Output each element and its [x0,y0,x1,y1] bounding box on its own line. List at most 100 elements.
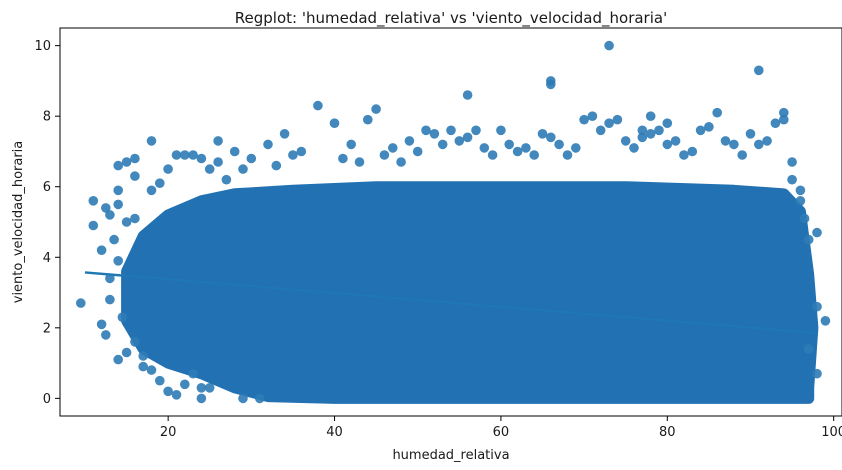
y-tick-label: 2 [43,321,51,336]
scatter-point [146,185,157,196]
scatter-point [454,136,465,146]
scatter-point [637,125,648,136]
scatter-point [803,234,814,245]
scatter-point [496,125,506,136]
scatter-point [795,185,806,196]
scatter-point [388,143,398,153]
scatter-point [754,65,764,76]
scatter-point [529,150,539,160]
scatter-point [462,90,473,100]
scatter-point [246,153,257,164]
x-axis-label: humedad_relativa [392,448,509,463]
scatter-point [662,118,673,128]
scatter-point [537,129,548,139]
x-tick-label: 80 [659,425,676,440]
scatter-point [429,129,440,139]
scatter-point [88,220,99,231]
x-tick-label: 40 [326,425,343,440]
scatter-point [101,330,111,340]
scatter-point [229,146,240,157]
y-tick-label: 6 [43,180,51,195]
scatter-point [554,139,564,150]
scatter-point [363,114,373,125]
scatter-point [720,136,731,146]
scatter-point [288,150,298,160]
scatter-point [803,344,814,354]
scatter-point [595,125,606,136]
scatter-point [770,118,781,128]
scatter-point [113,199,123,210]
scatter-point [629,143,639,153]
x-tick-label: 60 [493,425,510,440]
y-tick-label: 10 [34,39,51,54]
scatter-point [687,146,698,157]
scatter-point [117,312,128,323]
scatter-point [263,139,273,150]
scatter-point [487,150,498,160]
scatter-point [171,150,182,160]
scatter-point [105,294,115,305]
scatter-point [254,393,265,404]
scatter-point [737,150,747,160]
scatter-point [130,171,140,181]
scatter-point [587,111,598,121]
scatter-point [88,196,99,206]
scatter-point [354,157,365,167]
scatter-point [221,174,232,185]
scatter-point [654,125,664,136]
plot-area [76,40,831,404]
scatter-point [329,118,340,128]
scatter-point [745,129,756,139]
scatter-point [196,393,207,404]
scatter-point [712,107,722,118]
y-tick-label: 0 [43,392,51,407]
scatter-point [446,125,456,136]
scatter-point [204,164,215,174]
scatter-point [812,227,822,238]
scatter-point [795,196,806,206]
scatter-point [121,347,132,358]
scatter-point [412,146,423,157]
scatter-point [101,203,111,213]
scatter-point [704,122,714,132]
scatter-point [670,136,681,146]
axes-frame [59,27,842,417]
scatter-point [238,393,248,404]
y-tick-label: 8 [43,110,51,125]
scatter-point [787,157,797,167]
scatter-point [787,174,797,185]
scatter-point [521,143,531,153]
scatter-point [662,139,673,150]
y-tick-label: 4 [43,251,51,266]
scatter-point [113,255,123,266]
scatter-point [180,150,190,160]
scatter-point [113,185,123,196]
scatter-point [130,337,140,347]
scatter-point [762,136,772,146]
scatter-point [313,100,323,111]
scatter-point [130,213,140,224]
scatter-point [113,354,123,365]
scatter-point [163,164,173,174]
scatter-point [471,125,481,136]
scatter-point [437,139,448,150]
scatter-point [121,217,132,227]
scatter-point [180,379,190,390]
scatter-point [462,132,473,143]
scatter-point [238,164,248,174]
scatter-point [645,129,656,139]
scatter-point [379,150,390,160]
scatter-point [371,104,381,114]
scatter-point [109,234,119,245]
scatter-point [96,245,107,255]
scatter-point [338,153,348,164]
scatter-point [155,375,165,386]
scatter-point [296,146,307,157]
scatter-point [571,143,581,153]
y-axis-label: viento_velocidad_horaria [11,141,26,304]
scatter-point [213,136,223,146]
scatter-point [546,132,556,143]
scatter-point [579,114,589,125]
scatter-point [279,129,290,139]
